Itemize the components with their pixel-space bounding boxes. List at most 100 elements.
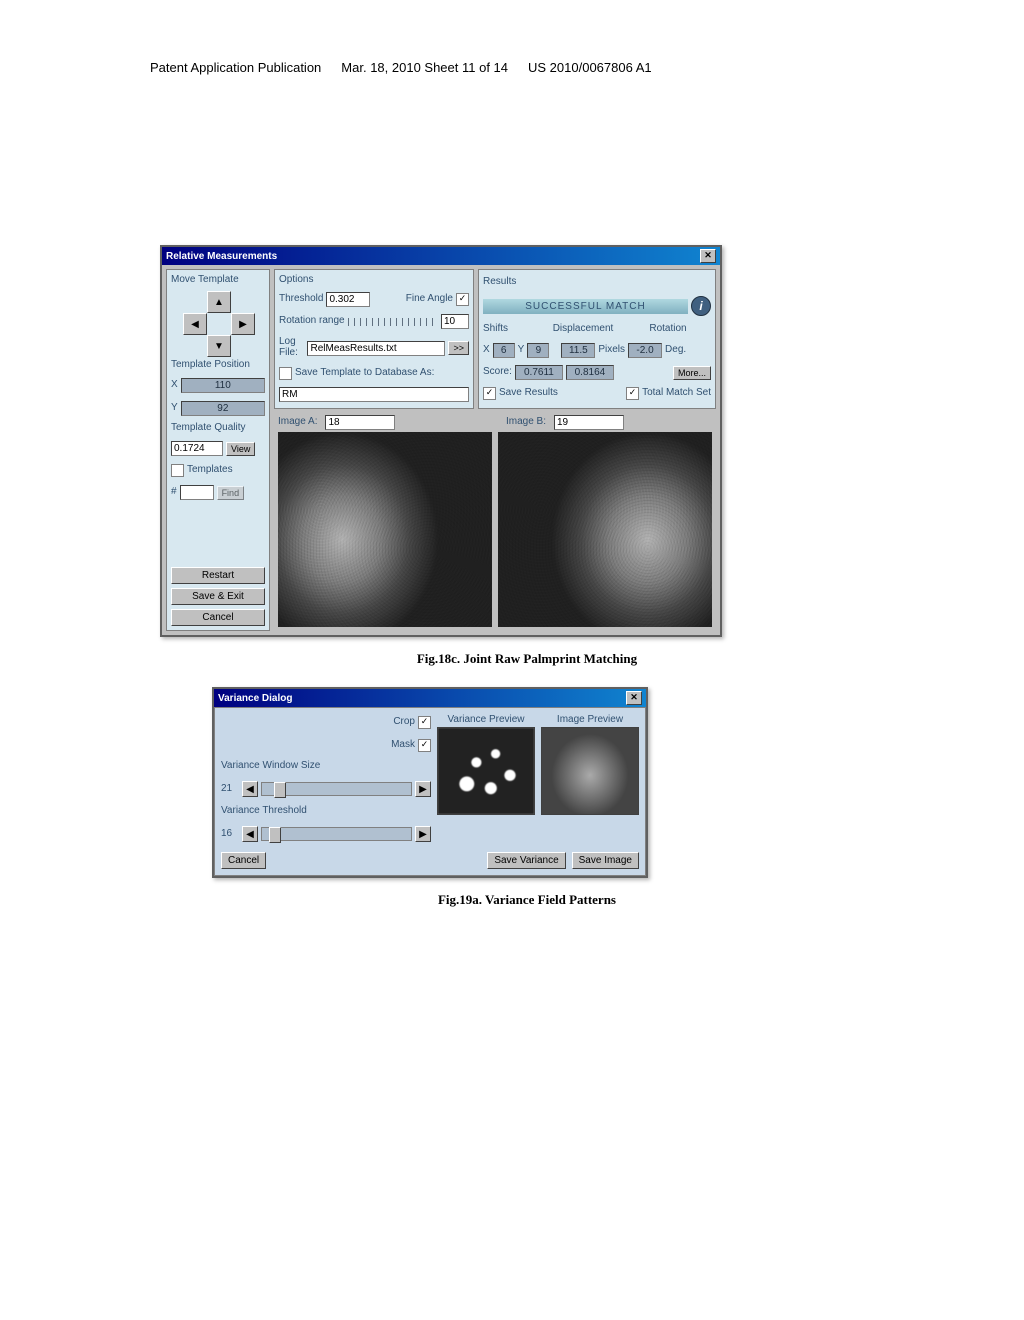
var-thresh-slider[interactable] bbox=[261, 827, 412, 841]
save-tpl-db-checkbox[interactable] bbox=[279, 367, 292, 380]
slider-left-icon[interactable]: ◀ bbox=[242, 781, 258, 797]
patent-header: Patent Application Publication Mar. 18, … bbox=[150, 60, 904, 75]
shift-y-label: Y bbox=[518, 344, 525, 355]
rotation-range-slider[interactable] bbox=[348, 318, 438, 326]
hash-label: # bbox=[171, 486, 177, 497]
rot-unit: Deg. bbox=[665, 344, 686, 355]
crop-label: Crop bbox=[393, 716, 415, 727]
logfile-input[interactable] bbox=[307, 341, 445, 356]
variance-controls: Crop ✓ Mask ✓ Variance Window Size 21 ◀ bbox=[221, 714, 431, 844]
disp-unit: Pixels bbox=[598, 344, 625, 355]
displacement-label: Displacement bbox=[544, 323, 622, 334]
image-preview-group: Image Preview bbox=[541, 714, 639, 844]
total-match-set-label: Total Match Set bbox=[642, 387, 711, 398]
results-label: Results bbox=[483, 276, 516, 287]
pos-x-label: X bbox=[171, 379, 178, 390]
save-image-button[interactable]: Save Image bbox=[572, 852, 639, 869]
status-banner: SUCCESSFUL MATCH bbox=[483, 299, 688, 314]
templates-checkbox[interactable] bbox=[171, 464, 184, 477]
arrow-up-icon[interactable]: ▲ bbox=[207, 291, 231, 313]
dialog1-title: Relative Measurements bbox=[166, 251, 277, 262]
threshold-input[interactable] bbox=[326, 292, 370, 307]
close-icon[interactable]: ✕ bbox=[700, 249, 716, 263]
score2-value: 0.8164 bbox=[566, 365, 614, 380]
variance-dialog: Variance Dialog ✕ Crop ✓ Mask ✓ Variance… bbox=[212, 687, 648, 878]
image-b-display bbox=[498, 432, 712, 627]
rotation-label: Rotation bbox=[625, 323, 711, 334]
var-win-size-slider[interactable] bbox=[261, 782, 412, 796]
figure-18c-caption: Fig.18c. Joint Raw Palmprint Matching bbox=[150, 651, 904, 667]
fine-angle-checkbox[interactable]: ✓ bbox=[456, 293, 469, 306]
rot-value: -2.0 bbox=[628, 343, 662, 358]
shift-x-value: 6 bbox=[493, 343, 515, 358]
move-template-dpad: ▲ ◀ ▶ ▼ bbox=[171, 291, 265, 355]
logfile-label: Log File: bbox=[279, 336, 304, 358]
image-a-input[interactable] bbox=[325, 415, 395, 430]
dialog2-title: Variance Dialog bbox=[218, 693, 292, 704]
arrow-down-icon[interactable]: ▼ bbox=[207, 335, 231, 357]
slider-left-icon[interactable]: ◀ bbox=[242, 826, 258, 842]
view-button[interactable]: View bbox=[226, 442, 255, 456]
save-tpl-db-label: Save Template to Database As: bbox=[295, 367, 434, 378]
close-icon[interactable]: ✕ bbox=[626, 691, 642, 705]
template-position-label: Template Position bbox=[171, 359, 265, 370]
save-variance-button[interactable]: Save Variance bbox=[487, 852, 565, 869]
score1-value: 0.7611 bbox=[515, 365, 563, 380]
pos-y-value: 92 bbox=[181, 401, 265, 416]
header-right: US 2010/0067806 A1 bbox=[528, 60, 652, 75]
mask-label: Mask bbox=[391, 739, 415, 750]
rotation-range-label: Rotation range bbox=[279, 315, 345, 326]
shifts-label: Shifts bbox=[483, 323, 541, 334]
shift-x-label: X bbox=[483, 344, 490, 355]
hash-input[interactable] bbox=[180, 485, 214, 500]
slider-thumb[interactable] bbox=[269, 827, 281, 843]
dialog2-titlebar[interactable]: Variance Dialog ✕ bbox=[214, 689, 646, 707]
move-template-label: Move Template bbox=[171, 274, 265, 285]
save-tpl-db-input[interactable] bbox=[279, 387, 469, 402]
cancel-button[interactable]: Cancel bbox=[221, 852, 266, 869]
save-results-checkbox[interactable]: ✓ bbox=[483, 387, 496, 400]
threshold-label: Threshold bbox=[279, 293, 323, 304]
header-left: Patent Application Publication bbox=[150, 60, 321, 75]
pos-y-label: Y bbox=[171, 402, 178, 413]
slider-right-icon[interactable]: ▶ bbox=[415, 781, 431, 797]
total-match-set-checkbox[interactable]: ✓ bbox=[626, 387, 639, 400]
fine-angle-label: Fine Angle bbox=[406, 293, 453, 304]
options-panel: Options Threshold Fine Angle ✓ Rotation … bbox=[274, 269, 474, 409]
logfile-more-button[interactable]: >> bbox=[448, 341, 469, 355]
restart-button[interactable]: Restart bbox=[171, 567, 265, 584]
pos-x-value: 110 bbox=[181, 378, 265, 393]
info-icon[interactable]: i bbox=[691, 296, 711, 316]
results-panel: Results SUCCESSFUL MATCH i Shifts Displa… bbox=[478, 269, 716, 409]
var-thresh-value: 16 bbox=[221, 828, 239, 839]
variance-preview-label: Variance Preview bbox=[437, 714, 535, 725]
header-mid: Mar. 18, 2010 Sheet 11 of 14 bbox=[341, 60, 508, 75]
template-quality-value: 0.1724 bbox=[171, 441, 223, 456]
cancel-button[interactable]: Cancel bbox=[171, 609, 265, 626]
variance-preview bbox=[437, 727, 535, 815]
arrow-left-icon[interactable]: ◀ bbox=[183, 313, 207, 335]
find-button[interactable]: Find bbox=[217, 486, 245, 500]
images-row: Image A: Image B: bbox=[274, 413, 716, 631]
var-win-size-value: 21 bbox=[221, 783, 239, 794]
save-exit-button[interactable]: Save & Exit bbox=[171, 588, 265, 605]
more-button[interactable]: More... bbox=[673, 366, 711, 380]
image-b-input[interactable] bbox=[554, 415, 624, 430]
dialog1-titlebar[interactable]: Relative Measurements ✕ bbox=[162, 247, 720, 265]
disp-value: 11.5 bbox=[561, 343, 595, 358]
crop-checkbox[interactable]: ✓ bbox=[418, 716, 431, 729]
image-a-display bbox=[278, 432, 492, 627]
image-b-label: Image B: bbox=[506, 416, 546, 427]
mask-checkbox[interactable]: ✓ bbox=[418, 739, 431, 752]
shift-y-value: 9 bbox=[527, 343, 549, 358]
var-win-size-label: Variance Window Size bbox=[221, 760, 431, 771]
save-results-label: Save Results bbox=[499, 387, 558, 398]
slider-thumb[interactable] bbox=[274, 782, 286, 798]
relative-measurements-dialog: Relative Measurements ✕ Move Template ▲ … bbox=[160, 245, 722, 637]
variance-preview-group: Variance Preview bbox=[437, 714, 535, 844]
rotation-range-input[interactable] bbox=[441, 314, 469, 329]
figure-19a-caption: Fig.19a. Variance Field Patterns bbox=[150, 892, 904, 908]
image-preview bbox=[541, 727, 639, 815]
arrow-right-icon[interactable]: ▶ bbox=[231, 313, 255, 335]
slider-right-icon[interactable]: ▶ bbox=[415, 826, 431, 842]
